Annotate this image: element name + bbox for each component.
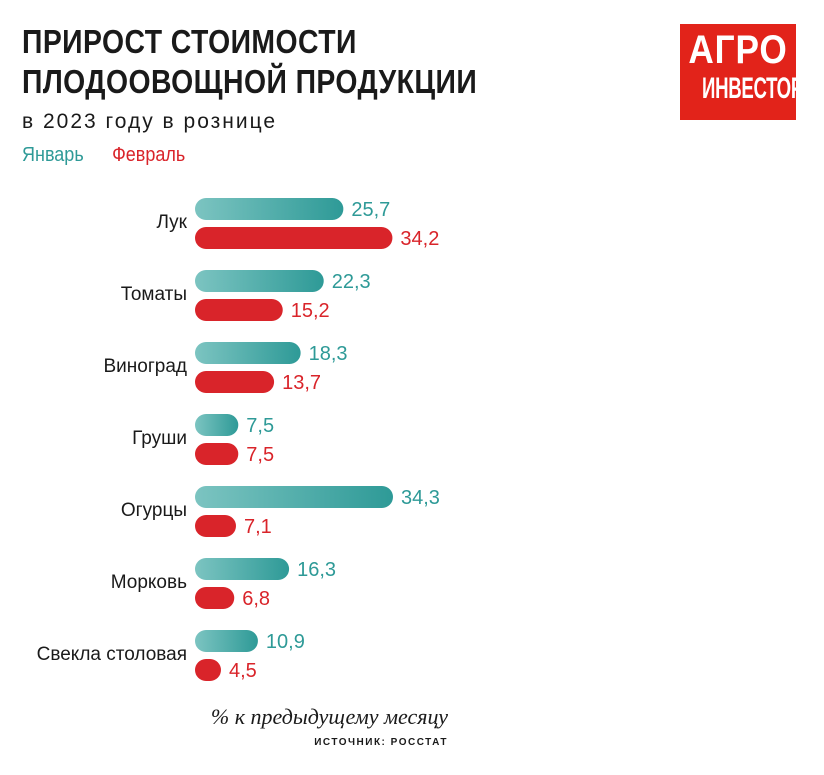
- agroinvestor-logo: АГРО ИНВЕСТОР: [680, 24, 796, 120]
- title-line-1: ПРИРОСТ СТОИМОСТИ: [22, 23, 357, 60]
- bar-february-лук: [195, 227, 393, 249]
- category-label: Томаты: [121, 284, 187, 305]
- chart-title: ПРИРОСТ СТОИМОСТИ ПЛОДООВОЩНОЙ ПРОДУКЦИИ: [22, 22, 477, 102]
- category-label: Морковь: [111, 572, 187, 593]
- data-label: 34,3: [401, 487, 440, 509]
- category-label: Груши: [132, 428, 187, 449]
- data-label: 25,7: [351, 199, 390, 221]
- bar-january-томаты: [195, 270, 324, 292]
- bar-january-огурцы: [195, 486, 393, 508]
- category-label: Свекла столовая: [37, 644, 187, 665]
- data-label: 7,1: [244, 516, 272, 538]
- legend: Январь Февраль: [22, 144, 185, 167]
- data-label: 7,5: [246, 444, 274, 466]
- source-label: ИСТОЧНИК: РОССТАТ: [314, 737, 448, 748]
- bar-february-виноград: [195, 371, 275, 393]
- bar-january-виноград: [195, 342, 301, 364]
- bar-february-груши: [195, 443, 239, 465]
- bar-february-морковь: [195, 587, 235, 609]
- category-label: Виноград: [104, 356, 188, 377]
- bar-february-свекла-столовая: [195, 659, 221, 681]
- data-label: 34,2: [400, 228, 439, 250]
- data-label: 16,3: [297, 559, 336, 581]
- category-label: Огурцы: [121, 500, 187, 521]
- data-label: 7,5: [246, 415, 274, 437]
- logo-line-1: АГРО: [688, 28, 788, 72]
- legend-february: Февраль: [112, 144, 186, 166]
- axis-note: % к предыдущему месяцу: [210, 704, 448, 729]
- data-label: 4,5: [229, 660, 257, 682]
- data-label: 22,3: [332, 271, 371, 293]
- category-label: Лук: [157, 212, 188, 233]
- data-label: 15,2: [291, 300, 330, 322]
- bar-january-груши: [195, 414, 239, 436]
- bar-january-морковь: [195, 558, 290, 580]
- bar-january-лук: [195, 198, 344, 220]
- data-label: 10,9: [266, 631, 305, 653]
- data-label: 13,7: [282, 372, 321, 394]
- bar-february-огурцы: [195, 515, 236, 537]
- data-label: 18,3: [309, 343, 348, 365]
- legend-january: Январь: [22, 144, 84, 166]
- data-label: 6,8: [242, 588, 270, 610]
- title-line-2: ПЛОДООВОЩНОЙ ПРОДУКЦИИ: [22, 63, 478, 100]
- bars-group: Лук 25,7 34,2 Томаты 22,315,2 Виноград 18,3 13,…: [37, 198, 440, 682]
- bar-february-томаты: [195, 299, 283, 321]
- bar-january-свекла-столовая: [195, 630, 258, 652]
- chart-subtitle: в 2023 году в рознице: [22, 110, 278, 133]
